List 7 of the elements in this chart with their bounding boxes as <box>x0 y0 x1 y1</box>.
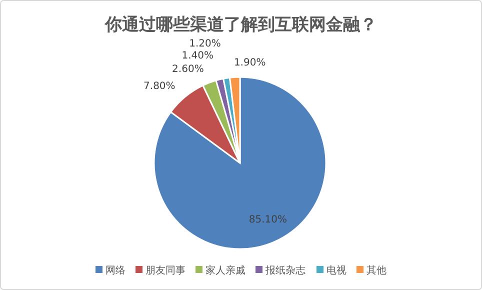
title: 你通过哪些渠道了解到互联网金融？ <box>105 15 377 35</box>
legend-label: 报纸杂志 <box>264 264 306 276</box>
legend-label: 电视 <box>326 264 346 276</box>
legend-label: 朋友同事 <box>146 264 186 276</box>
legend-label: 家人亲戚 <box>206 264 246 276</box>
legend-label: 其他 <box>366 264 386 276</box>
legend-label: 网络 <box>106 264 126 276</box>
